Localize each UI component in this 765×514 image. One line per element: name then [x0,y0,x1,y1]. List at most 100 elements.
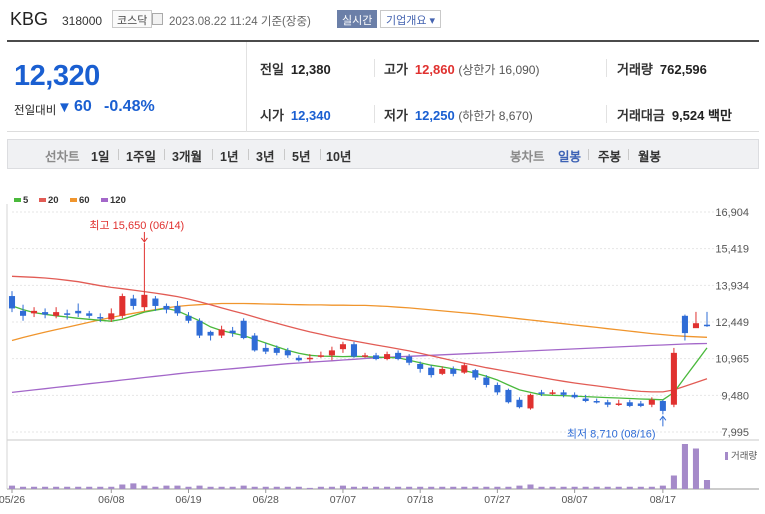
volume-bar [64,486,71,489]
candle-body [240,320,247,339]
candle-body [604,402,611,405]
tab-3m[interactable]: 3개월 [172,150,202,164]
tab-monthly[interactable]: 월봉 [638,150,662,164]
volume-bar [549,486,556,489]
prev-close: 전일 12,380 [260,62,331,77]
volume-bar [494,486,501,489]
volume-bar [648,486,655,489]
volume-bar [273,486,280,489]
volume-bar [75,486,82,489]
ma120-line [11,342,708,394]
candle-body [185,315,192,321]
candle-body [439,368,446,374]
y-tick-label: 9,480 [721,390,749,402]
volume-bar [108,486,115,489]
candle-body [648,399,655,405]
volume-bar [571,486,578,489]
volume-bar [185,486,192,489]
volume-bar [130,483,137,489]
candle-body [659,401,666,411]
tab-daily[interactable]: 일봉 [558,150,582,164]
volume-bar [439,486,446,489]
x-tick-label: 08/17 [650,494,676,506]
volume-bar [450,486,457,489]
volume-bar [196,485,203,489]
volume-bar [284,486,291,489]
volume-bar [218,486,225,489]
candle-body [538,392,545,394]
candle-body [670,352,677,405]
volume-bar [240,485,247,489]
candle-body [637,403,644,406]
ma20-line [11,275,708,393]
candle-body [516,399,523,408]
volume-bar [19,486,27,489]
volume-bar [295,486,302,489]
volume-bar [505,486,512,489]
candle-body [406,356,413,363]
volume-bar [361,486,369,489]
document-icon[interactable] [152,13,163,25]
candle-body [75,310,82,314]
ma5-line [11,305,708,401]
candle-body [571,394,578,398]
candle-body [483,377,490,385]
volume-bar [681,444,688,489]
candle-body [229,330,236,334]
realtime-button[interactable]: 실시간 [337,10,378,28]
legend-label-60: 60 [79,195,90,206]
x-tick-label: 07/18 [407,494,433,506]
candle-body [681,315,688,334]
candle-body [218,329,225,336]
volume-bar [31,486,38,489]
volume-bar [417,486,424,489]
ma60-line [11,302,708,342]
high-arrow-head [140,237,148,243]
volume-bar [141,485,148,489]
volume-bar [119,484,126,489]
volume-bar [659,485,666,489]
candle-body [395,352,402,360]
stock-code: 318000 [62,14,103,28]
candle-body [692,323,700,329]
volume-bar [538,486,545,489]
line-chart-label: 선차트 [45,150,80,164]
candle-body [593,401,600,403]
x-tick-label: 06/19 [175,494,201,506]
tab-5y[interactable]: 5년 [292,150,311,164]
volume-bar [174,485,181,489]
candle-body [450,368,457,374]
tab-1d[interactable]: 1일 [91,150,110,164]
tab-10y[interactable]: 10년 [326,150,352,164]
volume-bar [395,486,402,489]
y-tick-label: 15,419 [715,244,749,256]
candle-body [86,313,93,316]
y-tick-label: 7,995 [721,427,749,439]
candle-body [174,305,181,314]
candle-body [560,392,567,395]
legend-swatch-120 [101,198,108,202]
trade-amount: 거래대금 9,524 백만 [617,108,732,123]
tab-1w[interactable]: 1주일 [126,150,156,164]
candle-body [130,298,137,306]
current-price-box: 12,320 전일대비 ▼ 60 -0.48% [7,42,247,132]
market-badge: 코스닥 [112,10,153,28]
volume-bar [428,486,435,489]
candle-body [505,389,512,403]
candle-body [97,317,104,319]
tab-3y[interactable]: 3년 [256,150,275,164]
volume-bar [582,486,589,489]
stock-name: KBG [10,9,49,29]
company-overview-button[interactable]: 기업개요 ▾ [380,10,442,28]
candle-body [527,394,534,409]
candle-body [350,344,358,357]
x-tick-label: 08/07 [561,494,587,506]
price-summary: 12,320 전일대비 ▼ 60 -0.48% 전일 12,380 고가 12,86… [7,40,759,132]
volume-bar [97,486,104,489]
tab-weekly[interactable]: 주봉 [598,150,622,164]
tab-1y[interactable]: 1년 [220,150,239,164]
volume-bar [262,486,269,489]
candle-body [317,355,324,357]
volume-bar [306,487,313,489]
x-tick-label: 05/26 [0,494,25,506]
